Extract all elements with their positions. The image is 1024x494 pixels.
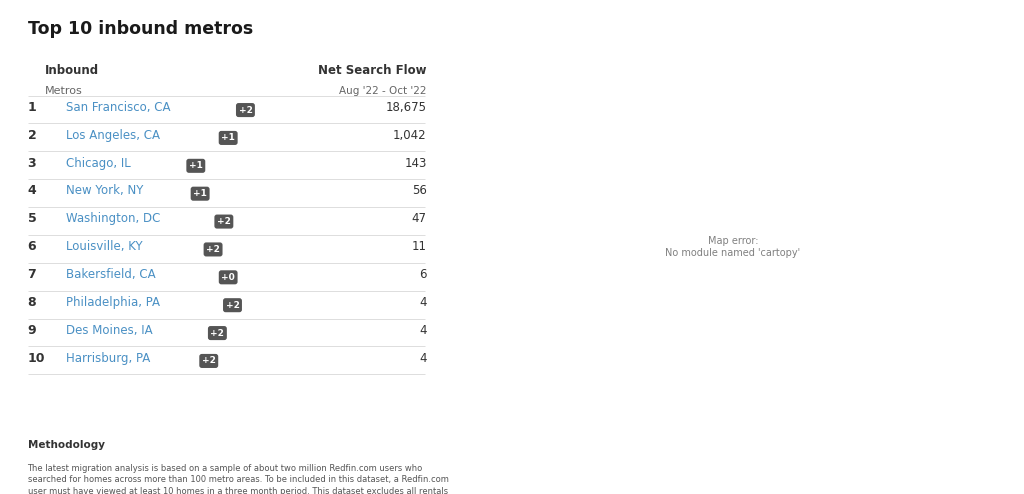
Text: New York, NY: New York, NY [67, 184, 143, 198]
Text: 1,042: 1,042 [393, 128, 427, 142]
Text: Bakersfield, CA: Bakersfield, CA [67, 268, 156, 281]
Text: Map error:
No module named 'cartopy': Map error: No module named 'cartopy' [666, 236, 801, 258]
Text: 8: 8 [28, 296, 36, 309]
Text: 3: 3 [28, 157, 36, 169]
Text: Top 10 inbound metros: Top 10 inbound metros [28, 20, 253, 38]
Text: Chicago, IL: Chicago, IL [67, 157, 131, 169]
Text: Metros: Metros [45, 85, 83, 96]
Text: 18,675: 18,675 [386, 101, 427, 114]
Text: 9: 9 [28, 324, 36, 337]
Text: Harrisburg, PA: Harrisburg, PA [67, 352, 151, 365]
Text: 143: 143 [404, 157, 427, 169]
Text: 5: 5 [28, 212, 36, 225]
Text: San Francisco, CA: San Francisco, CA [67, 101, 171, 114]
Text: +2: +2 [202, 357, 216, 366]
Text: 47: 47 [412, 212, 427, 225]
Text: 7: 7 [28, 268, 36, 281]
Text: +0: +0 [221, 273, 236, 282]
Text: 56: 56 [412, 184, 427, 198]
Text: 4: 4 [28, 184, 36, 198]
Text: 1: 1 [28, 101, 36, 114]
Text: +2: +2 [217, 217, 230, 226]
Text: Aug '22 - Oct '22: Aug '22 - Oct '22 [339, 85, 427, 96]
Text: Louisville, KY: Louisville, KY [67, 240, 143, 253]
Text: 6: 6 [28, 240, 36, 253]
Text: Washington, DC: Washington, DC [67, 212, 161, 225]
Text: 4: 4 [419, 352, 427, 365]
Text: 4: 4 [419, 324, 427, 337]
Text: +2: +2 [211, 329, 224, 337]
Text: +2: +2 [206, 245, 220, 254]
Text: +1: +1 [188, 162, 203, 170]
Text: Des Moines, IA: Des Moines, IA [67, 324, 153, 337]
Text: Philadelphia, PA: Philadelphia, PA [67, 296, 161, 309]
Text: The latest migration analysis is based on a sample of about two million Redfin.c: The latest migration analysis is based o… [28, 464, 449, 494]
Text: Net Search Flow: Net Search Flow [318, 64, 427, 77]
Text: 2: 2 [28, 128, 36, 142]
Text: 6: 6 [419, 268, 427, 281]
Text: 4: 4 [419, 296, 427, 309]
Text: 10: 10 [28, 352, 45, 365]
Text: +2: +2 [239, 106, 252, 115]
Text: 11: 11 [412, 240, 427, 253]
Text: Methodology: Methodology [28, 440, 104, 450]
Text: +2: +2 [225, 301, 240, 310]
Text: +1: +1 [221, 133, 236, 142]
Text: +1: +1 [194, 189, 207, 198]
Text: Los Angeles, CA: Los Angeles, CA [67, 128, 161, 142]
Text: Inbound: Inbound [45, 64, 99, 77]
